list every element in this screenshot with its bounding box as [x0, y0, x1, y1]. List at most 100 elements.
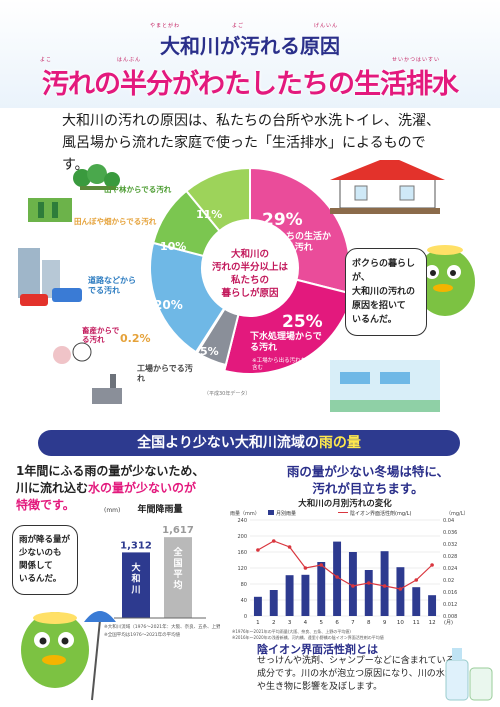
winter-description: 雨の量が少ない冬場は特に、 汚れが目立ちます。	[252, 463, 484, 497]
surfactant-line	[257, 540, 433, 590]
surfactant-point	[398, 587, 403, 591]
rain-desc-line-2b: 水の量が少ないのが	[88, 481, 197, 495]
monthly-rain-bar	[428, 595, 437, 616]
pct-road: 20%	[154, 298, 183, 312]
annual-bar-value: 1,312	[120, 540, 152, 551]
surfactant-point	[271, 539, 276, 543]
label-fields: 田んぼや畑からでる汚れ	[74, 217, 157, 226]
surfactant-point	[430, 563, 434, 567]
center-line-3: 私たちの	[230, 275, 269, 286]
center-line-2: 汚れの半分以上は	[211, 262, 288, 273]
annual-chart-note: ※大和川流域（1976～2021年：大阪、奈良、五条、上野の平均値	[104, 623, 220, 630]
label-sewage: 下水処理場からでる汚れ	[250, 332, 322, 353]
monthly-chart-note: ※1976年～2021年の平均雨量(大阪、奈良、五条、上野の平均値)	[232, 628, 351, 634]
mascot-speech-bubble-bottom: 雨が降る量が 少ないのも 関係して いるんだ。	[12, 525, 78, 595]
label-factory: 工場からでる汚れ	[137, 364, 193, 383]
y-right-tick: 0.008	[443, 614, 457, 620]
x-tick: 12	[429, 620, 436, 626]
annual-chart-unit: (mm)	[104, 507, 120, 514]
monthly-rain-bar	[285, 575, 294, 616]
donut-hole	[202, 220, 298, 316]
callout-title: 陰イオン界面活性剤とは	[257, 643, 378, 656]
annual-bar-label: 国	[173, 558, 182, 569]
pct-fields: 10%	[160, 240, 187, 253]
monthly-rain-bar	[301, 574, 310, 616]
rainfall-description: 1年間にふる雨の量が少ないため、 川に流れ込む水の量が少ないのが 特徴です。	[16, 463, 246, 514]
monthly-rain-bar	[396, 567, 405, 616]
x-tick: 10	[397, 620, 404, 626]
ruby-yoko: よこ	[40, 57, 53, 63]
x-tick: 8	[367, 620, 371, 626]
rainfall-section-header: 全国より少ない大和川流域の雨の量	[38, 430, 460, 456]
x-tick: 6	[335, 620, 339, 626]
surfactant-point	[414, 578, 419, 582]
donut-segments	[149, 166, 354, 375]
y-left-tick: 0	[244, 614, 247, 620]
y-right-tick: 0.02	[443, 578, 454, 584]
monthly-rain-bar	[348, 552, 357, 616]
y-left-tick: 120	[237, 566, 247, 572]
annual-bar-label: 均	[173, 579, 182, 591]
x-tick: 2	[272, 620, 276, 626]
y-left-tick: 40	[241, 598, 247, 604]
y-left-tick: 200	[237, 534, 247, 540]
annual-bar-label: 大	[131, 561, 140, 573]
fields-illustration	[28, 198, 72, 222]
bubble-bottom-line-3: 関係して	[19, 561, 53, 571]
surfactant-point	[382, 584, 387, 588]
y-right-tick: 0.036	[443, 530, 457, 536]
monthly-rain-bar	[253, 596, 262, 616]
bubble-top-line-4: いるんだ。	[352, 315, 397, 325]
rain-desc-line-1: 1年間にふる雨の量が少ないため、	[16, 464, 205, 478]
x-tick: 5	[320, 620, 324, 626]
ruby-genin: げんいん	[314, 23, 339, 29]
y-right-tick: 0.04	[443, 518, 454, 524]
monthly-rain-bar	[364, 570, 373, 616]
y-right-tick: 0.028	[443, 554, 457, 560]
donut-source-note: （平成30年データ）	[204, 391, 251, 397]
center-line-4: 暮らしが原因	[221, 288, 279, 299]
pct-sewage: 25%	[282, 312, 323, 332]
annual-bar-label: 全	[172, 546, 183, 558]
monthly-y-right-label: （mg/L）	[446, 511, 469, 517]
mascot-speech-bubble-top: ボクらの暮らしが、 大和川の汚れの 原因を招いて いるんだ。	[345, 248, 427, 336]
legend-label-rain: 月別雨量	[276, 510, 296, 517]
city-road-illustration	[18, 248, 82, 306]
surfactant-point	[335, 575, 339, 579]
pct-livestock: 0.2%	[120, 332, 151, 345]
section-header-highlight: 雨の量	[318, 435, 361, 451]
livestock-illustration	[53, 342, 92, 364]
donut-center-text: 大和川の 汚れの半分以上は 私たちの 暮らしが原因	[206, 248, 294, 300]
trees-illustration	[73, 164, 120, 190]
pct-living: 29%	[262, 210, 303, 230]
annual-chart-note: ※全国平均は1976～2021年の平均値	[104, 631, 181, 638]
monthly-rain-bar	[412, 587, 421, 616]
y-left-tick: 160	[237, 550, 247, 556]
donut-svg	[18, 156, 475, 412]
page-subtitle: 汚れの半分がわたしたちの生活排水	[42, 69, 459, 100]
monthly-y-left-label: 雨量（mm）	[230, 510, 260, 517]
monthly-rain-bar	[317, 562, 326, 616]
annual-rainfall-chart: 年間降雨量 (mm) 1,312 大和川 1,617 全国平均 ※大和川流域（1976～20…	[104, 503, 220, 638]
callout-text: せっけんや洗剤、シャンプーなどに含まれている成分です。川の水が泡立つ原因になり、…	[257, 656, 455, 692]
treatment-plant-illustration	[330, 360, 440, 412]
bubble-bottom-line-4: いるんだ。	[19, 574, 62, 584]
x-tick: 1	[256, 620, 260, 626]
annual-bar-label: 和	[130, 572, 140, 584]
x-tick: 7	[351, 620, 355, 626]
x-tick: 11	[413, 620, 420, 626]
annual-bar-value: 1,617	[162, 525, 194, 536]
mascot-kappa-top	[415, 245, 475, 316]
label-road: 道路などからでる汚れ	[88, 276, 136, 295]
monthly-rain-bar	[380, 551, 389, 616]
monthly-rain-bar	[269, 590, 278, 616]
label-forest: 山や林からでる汚れ	[104, 185, 172, 194]
rain-desc-line-3: 特徴です。	[16, 498, 75, 512]
bubble-top-line-3: 原因を招いて	[352, 301, 406, 311]
legend-label-surfactant: 陰イオン界面活性剤(mg/L)	[350, 510, 411, 517]
bubble-top-line-1: ボクらの暮らしが、	[352, 259, 416, 283]
center-line-1: 大和川の	[230, 249, 269, 260]
x-tick: 4	[304, 620, 308, 626]
house-illustration	[330, 156, 445, 214]
